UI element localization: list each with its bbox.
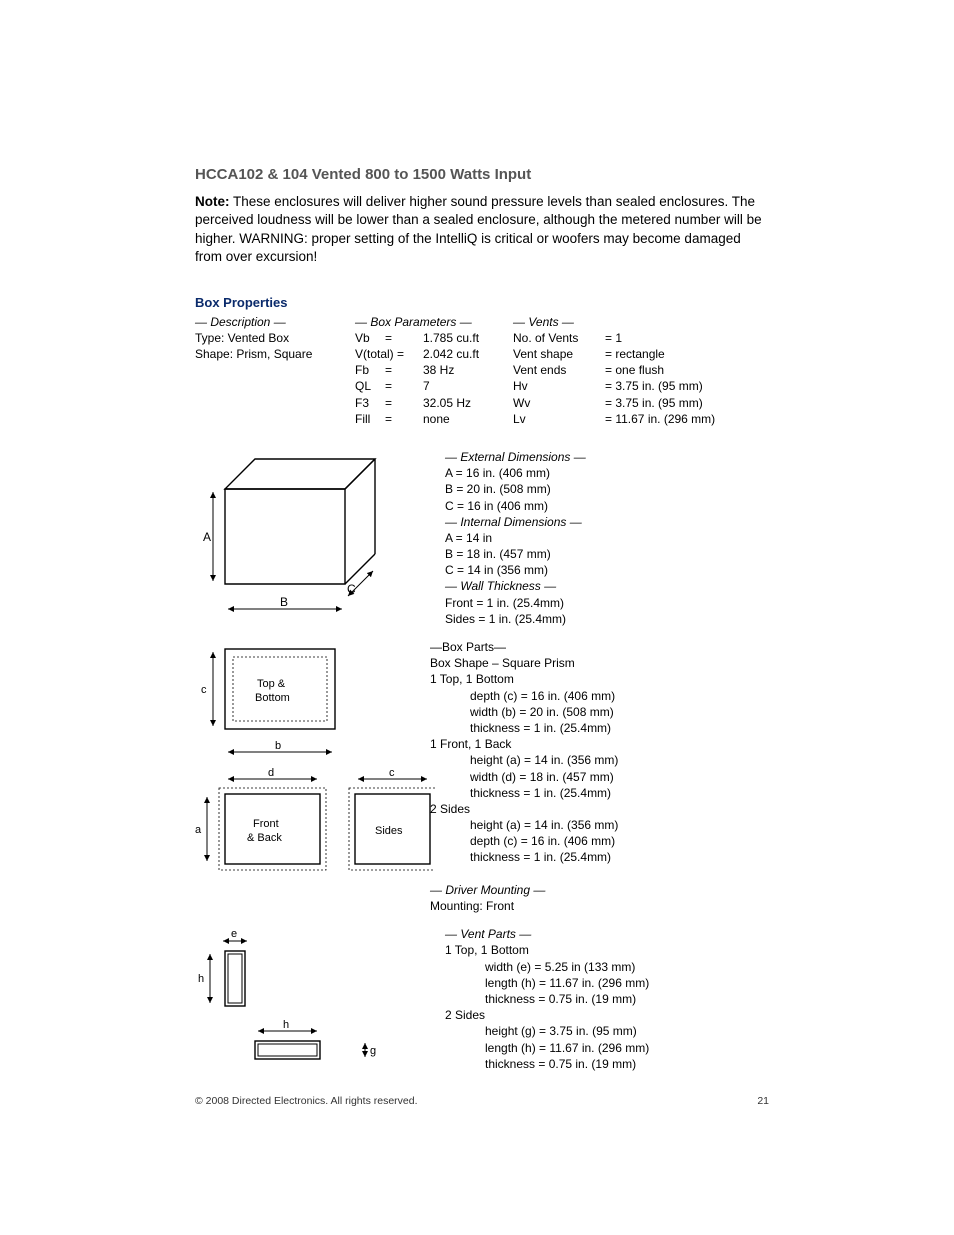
vent-v-0: = 1 [605,330,725,346]
bp-eq-3: = [385,378,423,394]
svg-text:c: c [389,767,395,779]
vent-k-0: No. of Vents [513,330,605,346]
vp-tb-l1: width (e) = 5.25 in (133 mm) [445,959,649,975]
vp-tb-l2: length (h) = 11.67 in. (296 mm) [445,975,649,991]
vent-v-1: = rectangle [605,346,725,362]
bp-fb-l2: width (d) = 18 in. (457 mm) [430,769,618,785]
bp-eq-4: = [385,395,423,411]
note-paragraph: Note: These enclosures will deliver high… [195,193,769,266]
box-parts-shape: Box Shape – Square Prism [430,655,618,671]
bp-fb-title: 1 Front, 1 Back [430,736,618,752]
vp-sides-l3: thickness = 0.75 in. (19 mm) [445,1056,649,1072]
bp-k-5: Fill [355,411,385,427]
bp-sides-l2: depth (c) = 16 in. (406 mm) [430,833,618,849]
svg-text:b: b [275,740,281,752]
svg-text:Top &: Top & [257,678,286,690]
bp-v-0: 1.785 cu.ft [423,330,513,346]
vent-k-3: Hv [513,378,605,394]
bp-v-3: 7 [423,378,513,394]
vent-v-3: = 3.75 in. (95 mm) [605,378,725,394]
bp-fb-l3: thickness = 1 in. (25.4mm) [430,785,618,801]
bp-fb-l1: height (a) = 14 in. (356 mm) [430,752,618,768]
bp-tb-l2: width (b) = 20 in. (508 mm) [430,704,618,720]
note-label: Note: [195,194,230,209]
svg-text:A: A [203,530,211,544]
box-parts-header: —Box Parts— [430,639,618,655]
wall-header: — Wall Thickness — [445,578,586,594]
bp-sides-title: 2 Sides [430,801,618,817]
cube-diagram: A B C [195,449,395,624]
bp-k-2: Fb [355,362,385,378]
ext-a: A = 16 in. (406 mm) [445,465,586,481]
bp-v-1: 2.042 cu.ft [423,346,513,362]
footer-copyright: © 2008 Directed Electronics. All rights … [195,1094,418,1108]
vent-k-4: Wv [513,395,605,411]
vp-sides-l1: height (g) = 3.75 in. (95 mm) [445,1023,649,1039]
driver-mount: Mounting: Front [430,898,618,914]
bp-v-5: none [423,411,513,427]
bp-sides-l1: height (a) = 14 in. (356 mm) [430,817,618,833]
bp-tb-l3: thickness = 1 in. (25.4mm) [430,720,618,736]
bp-tb-title: 1 Top, 1 Bottom [430,671,618,687]
svg-text:Front: Front [253,818,279,830]
svg-text:a: a [195,824,202,836]
int-c: C = 14 in (356 mm) [445,562,586,578]
wall-sides: Sides = 1 in. (25.4mm) [445,611,586,627]
bp-eq-2: = [385,362,423,378]
box-params-header: — Box Parameters — [355,314,513,330]
bp-k-3: QL [355,378,385,394]
bp-tb-l1: depth (c) = 16 in. (406 mm) [430,688,618,704]
vent-k-2: Vent ends [513,362,605,378]
vents-header: — Vents — [513,314,725,330]
desc-shape: Shape: Prism, Square [195,346,355,362]
ext-c: C = 16 in (406 mm) [445,498,586,514]
int-a: A = 14 in [445,530,586,546]
svg-text:c: c [201,684,207,696]
svg-text:Bottom: Bottom [255,692,290,704]
page-title: HCCA102 & 104 Vented 800 to 1500 Watts I… [195,165,769,185]
driver-header: — Driver Mounting — [430,882,618,898]
svg-text:g: g [370,1045,376,1057]
vp-sides-l2: length (h) = 11.67 in. (296 mm) [445,1040,649,1056]
int-b: B = 18 in. (457 mm) [445,546,586,562]
svg-text:d: d [268,767,274,779]
vent-k-1: Vent shape [513,346,605,362]
vent-parts-header: — Vent Parts — [445,926,649,942]
svg-text:Sides: Sides [375,825,403,837]
bp-eq-5: = [385,411,423,427]
svg-text:e: e [231,928,237,940]
bp-k-0: Vb [355,330,385,346]
vp-tb-title: 1 Top, 1 Bottom [445,942,649,958]
svg-text:h: h [198,973,204,985]
vp-tb-l3: thickness = 0.75 in. (19 mm) [445,991,649,1007]
wall-front: Front = 1 in. (25.4mm) [445,595,586,611]
vent-v-5: = 11.67 in. (296 mm) [605,411,725,427]
svg-text:C: C [347,582,356,596]
footer-page: 21 [757,1094,769,1108]
vent-v-4: = 3.75 in. (95 mm) [605,395,725,411]
vent-diagram: e h h g [195,926,395,1076]
bp-v-4: 32.05 Hz [423,395,513,411]
svg-text:h: h [283,1019,289,1031]
vp-sides-title: 2 Sides [445,1007,649,1023]
vent-v-2: = one flush [605,362,725,378]
svg-text:& Back: & Back [247,832,282,844]
ext-b: B = 20 in. (508 mm) [445,481,586,497]
box-properties-heading: Box Properties [195,294,769,312]
vent-k-5: Lv [513,411,605,427]
desc-type: Type: Vented Box [195,330,355,346]
properties-grid: — Description — — Box Parameters — — Ven… [195,314,769,427]
bp-k-1: V(total) = [355,346,423,362]
bp-eq-0: = [385,330,423,346]
description-header: — Description — [195,314,355,330]
note-text: These enclosures will deliver higher sou… [195,194,762,264]
bp-v-2: 38 Hz [423,362,513,378]
ext-dims-header: — External Dimensions — [445,449,586,465]
bp-k-4: F3 [355,395,385,411]
int-dims-header: — Internal Dimensions — [445,514,586,530]
bp-sides-l3: thickness = 1 in. (25.4mm) [430,849,618,865]
svg-text:B: B [280,595,288,609]
panels-diagram: Top & Bottom c b Front & Back a d Sides … [195,639,395,899]
